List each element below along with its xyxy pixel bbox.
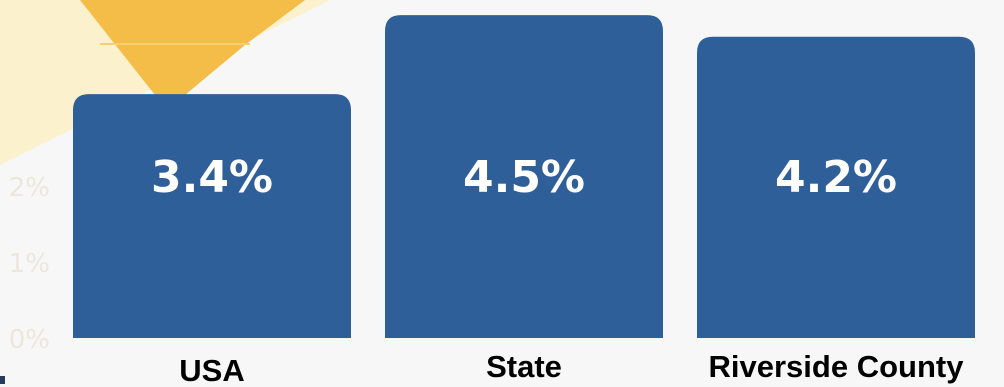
y-tick-label: 2% [9,173,50,203]
bar [385,15,663,338]
bar [697,36,975,339]
y-tick-label: 0% [9,325,50,355]
category-label: State [486,349,562,384]
category-label: USA [179,353,244,387]
corner-mark [0,376,5,384]
bar-value-label: 4.2% [775,152,897,203]
category-label: Riverside County [709,349,965,384]
bar [73,94,351,338]
y-axis-ticks: 0% 1% 2% [9,173,50,355]
category-labels: USA State Riverside County [179,349,964,387]
bar-value-label: 4.5% [463,152,585,203]
gold-funnel-decoration [80,0,305,95]
y-tick-label: 1% [9,249,50,279]
bars: 3.4% 4.5% 4.2% [73,15,975,339]
bar-value-label: 3.4% [151,152,273,203]
